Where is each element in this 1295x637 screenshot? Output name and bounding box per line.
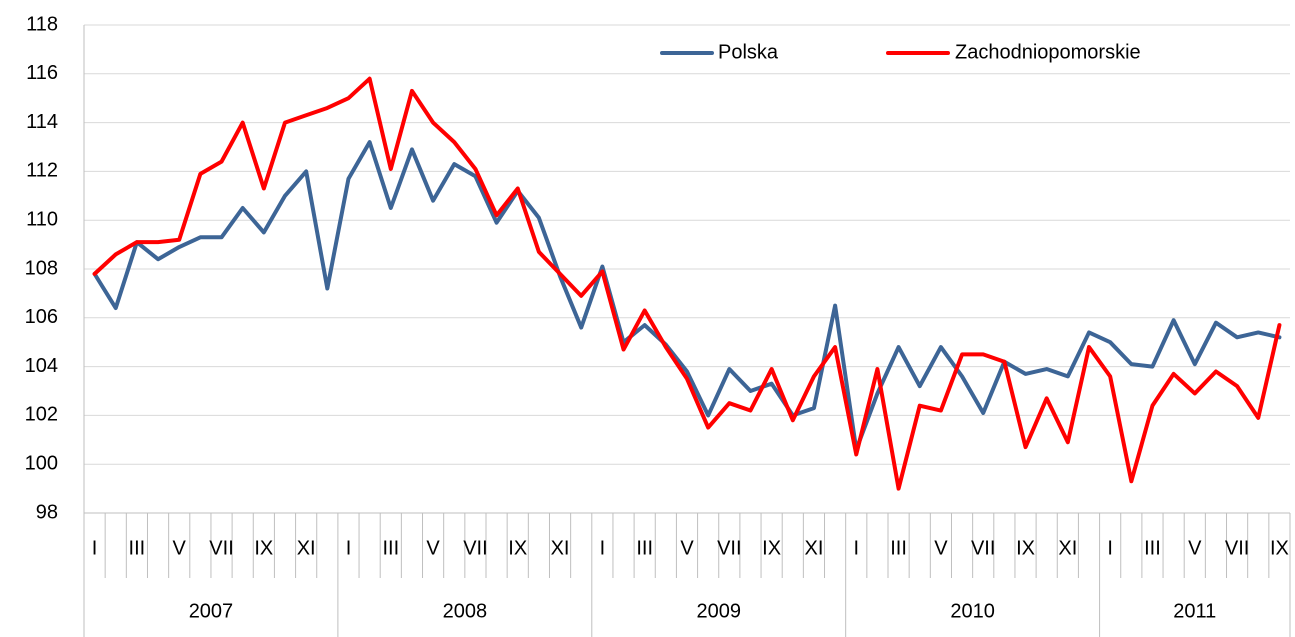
x-tick-label: III xyxy=(382,537,399,559)
x-tick-label: IX xyxy=(1016,537,1035,559)
x-tick-label: V xyxy=(1188,537,1202,559)
x-tick-label: XI xyxy=(1058,537,1077,559)
x-tick-label: IX xyxy=(508,537,527,559)
y-tick-label: 118 xyxy=(26,13,58,35)
x-tick-label: I xyxy=(92,537,98,559)
y-tick-label: 116 xyxy=(26,62,58,84)
y-tick-label: 98 xyxy=(36,501,58,523)
legend-label: Polska xyxy=(718,41,779,63)
x-tick-label: I xyxy=(1107,537,1113,559)
x-tick-label: VII xyxy=(717,537,741,559)
series-line xyxy=(92,140,1282,452)
y-tick-label: 112 xyxy=(26,160,58,182)
x-tick-label: V xyxy=(173,537,187,559)
y-tick-label: 106 xyxy=(25,306,58,328)
x-tick-label: XI xyxy=(804,537,823,559)
x-tick-label: VII xyxy=(1225,537,1249,559)
y-tick-label: 104 xyxy=(25,355,58,377)
x-tick-label: XI xyxy=(551,537,570,559)
y-tick-label: 114 xyxy=(26,111,58,133)
group-label: 2008 xyxy=(443,600,488,622)
group-label: 2010 xyxy=(950,600,995,622)
x-tick-label: VII xyxy=(971,537,995,559)
x-tick-label: I xyxy=(346,537,352,559)
x-tick-label: III xyxy=(1144,537,1161,559)
x-tick-label: V xyxy=(934,537,948,559)
group-label: 2009 xyxy=(696,600,741,622)
x-tick-label: IX xyxy=(254,537,273,559)
x-tick-label: XI xyxy=(297,537,316,559)
x-tick-label: VII xyxy=(209,537,233,559)
y-tick-label: 102 xyxy=(25,404,58,426)
y-tick-label: 100 xyxy=(25,452,58,474)
x-tick-label: I xyxy=(853,537,859,559)
x-tick-label: IX xyxy=(762,537,781,559)
x-tick-label: IX xyxy=(1270,537,1289,559)
series-line xyxy=(92,76,1282,491)
legend-label: Zachodniopomorskie xyxy=(955,41,1141,63)
x-tick-label: V xyxy=(426,537,440,559)
group-label: 2011 xyxy=(1173,600,1216,622)
x-tick-label: III xyxy=(636,537,653,559)
x-tick-label: I xyxy=(600,537,606,559)
x-tick-label: III xyxy=(129,537,146,559)
y-tick-label: 110 xyxy=(26,208,58,230)
x-tick-label: VII xyxy=(463,537,487,559)
x-tick-label: III xyxy=(890,537,907,559)
y-tick-label: 108 xyxy=(25,257,58,279)
x-tick-label: V xyxy=(680,537,694,559)
group-label: 2007 xyxy=(189,600,234,622)
